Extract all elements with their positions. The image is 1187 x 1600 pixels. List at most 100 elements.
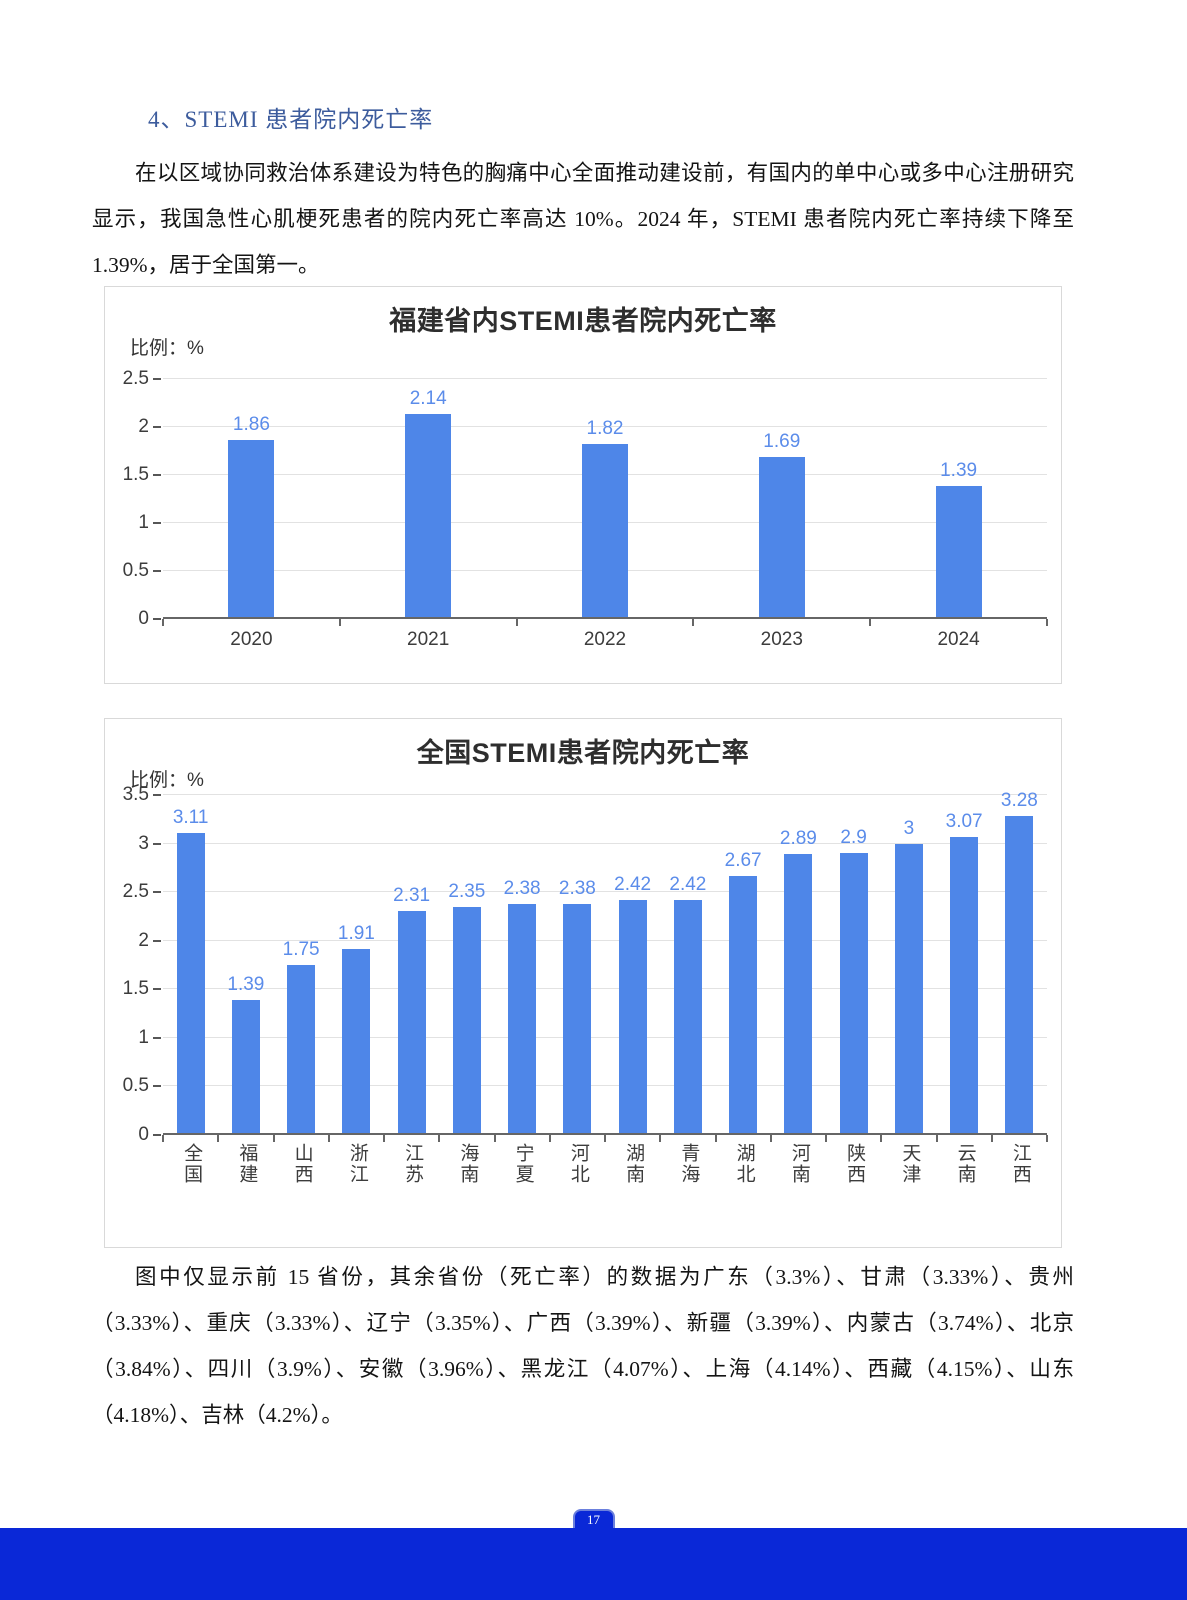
x-tick-mark bbox=[515, 619, 518, 626]
category-label: 宁夏 bbox=[495, 1143, 550, 1191]
y-tick-label: 2.5 bbox=[122, 881, 149, 903]
page-number-badge: 17 bbox=[572, 1509, 615, 1529]
x-tick-mark bbox=[438, 1135, 441, 1142]
category-label-text: 2023 bbox=[760, 629, 803, 650]
gridline bbox=[163, 794, 1047, 795]
national-stemi-mortality-chart: 全国STEMI患者院内死亡率 比例：% 0 0.5 1 1.5 2 2.5 3 3.5 3.11… bbox=[104, 718, 1062, 1248]
gridline bbox=[163, 891, 1047, 893]
bar-value-label: 1.82 bbox=[586, 418, 624, 440]
bar-value-label: 2.38 bbox=[558, 877, 596, 899]
bar-slot: 1.86 bbox=[163, 414, 340, 619]
x-tick-mark bbox=[769, 1135, 772, 1142]
bar-value-label: 1.39 bbox=[227, 973, 265, 995]
bar-宁夏 bbox=[508, 903, 537, 1135]
x-tick-mark bbox=[825, 1135, 827, 1142]
bar-value-label: 2.42 bbox=[614, 873, 652, 895]
bar-value-label: 2.35 bbox=[448, 880, 486, 902]
category-label: 陕西 bbox=[826, 1143, 881, 1191]
bar-slot: 1.75 bbox=[274, 939, 329, 1135]
plot: 0 0.5 1 1.5 2 2.5 1.86 2.14 1.82 1.69 1.39 bbox=[123, 368, 1048, 629]
category-label-text: 江苏 bbox=[402, 1143, 424, 1185]
y-tick-mark bbox=[153, 891, 161, 894]
y-tick-label: 0 bbox=[138, 608, 149, 629]
x-tick-mark bbox=[604, 1135, 606, 1142]
y-axis-unit-label: 比例：% bbox=[130, 338, 204, 359]
bar-slot: 1.82 bbox=[517, 418, 694, 619]
x-tick-mark bbox=[880, 1135, 883, 1142]
bar-湖南 bbox=[618, 899, 647, 1135]
x-tick-mark bbox=[338, 619, 341, 626]
bar-value-label: 3 bbox=[903, 817, 915, 839]
x-tick-mark bbox=[272, 1135, 275, 1142]
y-tick-mark bbox=[153, 570, 161, 572]
y-tick-label: 2 bbox=[138, 416, 149, 437]
y-tick-mark bbox=[153, 1134, 161, 1136]
bar-湖北 bbox=[729, 875, 758, 1135]
category-label: 江苏 bbox=[384, 1143, 439, 1191]
bar-河北 bbox=[563, 903, 592, 1135]
x-tick-mark bbox=[714, 1135, 717, 1142]
bar-value-label: 1.86 bbox=[232, 414, 270, 436]
bar-陕西 bbox=[839, 853, 868, 1135]
bar-slot: 3 bbox=[881, 818, 936, 1135]
category-label-text: 陕西 bbox=[844, 1143, 866, 1185]
category-row: 2020 2021 2022 2023 2024 bbox=[163, 629, 1047, 651]
category-label-text: 青海 bbox=[678, 1143, 700, 1185]
y-tick-label: 2.5 bbox=[122, 368, 149, 389]
category-label-text: 2020 bbox=[230, 629, 273, 650]
x-tick-mark bbox=[383, 1135, 385, 1142]
category-label: 海南 bbox=[439, 1143, 494, 1191]
bar-value-label: 2.14 bbox=[409, 387, 447, 409]
y-axis-unit-label: 比例：% bbox=[130, 770, 204, 791]
bar-value-label: 1.75 bbox=[282, 939, 320, 960]
bar-slot: 3.28 bbox=[992, 790, 1047, 1135]
bar-2020 bbox=[228, 440, 275, 619]
bar-江苏 bbox=[397, 910, 426, 1135]
bar-云南 bbox=[950, 836, 979, 1135]
bar-slot: 1.39 bbox=[870, 460, 1047, 619]
category-label: 浙江 bbox=[329, 1143, 384, 1191]
gridline bbox=[163, 988, 1047, 990]
category-label: 2022 bbox=[517, 629, 694, 651]
bar-天津 bbox=[894, 843, 923, 1135]
y-tick-label: 0.5 bbox=[122, 1075, 149, 1097]
bar-全国 bbox=[176, 832, 205, 1135]
category-label-text: 2024 bbox=[937, 629, 980, 650]
bar-value-label: 2.42 bbox=[669, 873, 707, 895]
bar-slot: 3.07 bbox=[937, 811, 992, 1135]
y-tick-mark bbox=[153, 842, 161, 845]
y-tick-mark bbox=[153, 1036, 161, 1039]
category-label-text: 河北 bbox=[567, 1143, 589, 1185]
bar-slot: 2.89 bbox=[771, 828, 826, 1135]
bar-value-label: 1.69 bbox=[763, 430, 801, 452]
bar-slot: 2.9 bbox=[826, 827, 881, 1135]
y-tick-label: 3 bbox=[138, 832, 149, 854]
x-tick-mark bbox=[162, 619, 164, 626]
category-label-text: 湖南 bbox=[623, 1143, 645, 1185]
x-tick-mark bbox=[869, 619, 872, 626]
y-tick-mark bbox=[153, 618, 161, 620]
x-tick-mark bbox=[217, 1135, 220, 1142]
bar-青海 bbox=[673, 899, 702, 1135]
bar-slot: 2.31 bbox=[384, 885, 439, 1135]
category-label: 全国 bbox=[163, 1143, 218, 1191]
chart-plot-area: 0 0.5 1 1.5 2 2.5 3 3.5 3.11 1.39 1.75 1.91 2.31 2.35… bbox=[105, 784, 1048, 1191]
category-label: 河南 bbox=[771, 1143, 826, 1191]
gridline bbox=[163, 842, 1047, 844]
category-label: 2021 bbox=[340, 629, 517, 651]
y-tick-label: 1 bbox=[138, 512, 149, 533]
category-label-text: 宁夏 bbox=[512, 1143, 534, 1185]
bar-福建 bbox=[231, 999, 260, 1135]
y-tick-label: 1.5 bbox=[122, 978, 149, 1000]
x-tick-mark bbox=[1046, 1135, 1048, 1142]
category-label: 青海 bbox=[660, 1143, 715, 1191]
x-tick-mark bbox=[935, 1135, 938, 1142]
bar-value-label: 2.67 bbox=[724, 849, 762, 871]
bar-value-label: 2.38 bbox=[503, 877, 541, 899]
category-label: 河北 bbox=[550, 1143, 605, 1191]
bar-山西 bbox=[287, 965, 316, 1135]
category-label: 湖南 bbox=[605, 1143, 660, 1191]
gridline bbox=[163, 617, 1047, 619]
category-label: 2020 bbox=[163, 629, 340, 651]
bar-slot: 2.42 bbox=[605, 874, 660, 1135]
